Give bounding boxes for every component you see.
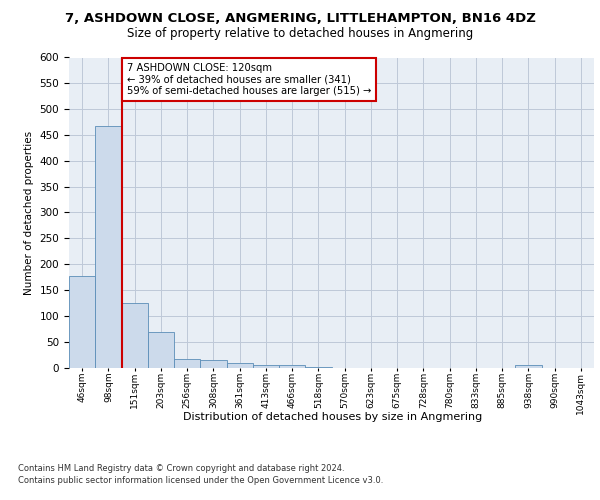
Text: Contains public sector information licensed under the Open Government Licence v3: Contains public sector information licen… <box>18 476 383 485</box>
Text: 7 ASHDOWN CLOSE: 120sqm
← 39% of detached houses are smaller (341)
59% of semi-d: 7 ASHDOWN CLOSE: 120sqm ← 39% of detache… <box>127 62 371 96</box>
Text: Distribution of detached houses by size in Angmering: Distribution of detached houses by size … <box>184 412 482 422</box>
Bar <box>95 126 121 368</box>
Bar <box>279 366 305 368</box>
Bar <box>227 364 253 368</box>
Text: 7, ASHDOWN CLOSE, ANGMERING, LITTLEHAMPTON, BN16 4DZ: 7, ASHDOWN CLOSE, ANGMERING, LITTLEHAMPT… <box>65 12 535 26</box>
Bar <box>69 276 95 368</box>
Bar <box>200 360 227 368</box>
Bar <box>121 303 148 368</box>
Text: Contains HM Land Registry data © Crown copyright and database right 2024.: Contains HM Land Registry data © Crown c… <box>18 464 344 473</box>
Text: Size of property relative to detached houses in Angmering: Size of property relative to detached ho… <box>127 28 473 40</box>
Bar <box>253 365 279 368</box>
Bar <box>174 359 200 368</box>
Bar <box>515 365 542 368</box>
Y-axis label: Number of detached properties: Number of detached properties <box>24 130 34 294</box>
Bar <box>148 332 174 368</box>
Bar <box>305 367 331 368</box>
